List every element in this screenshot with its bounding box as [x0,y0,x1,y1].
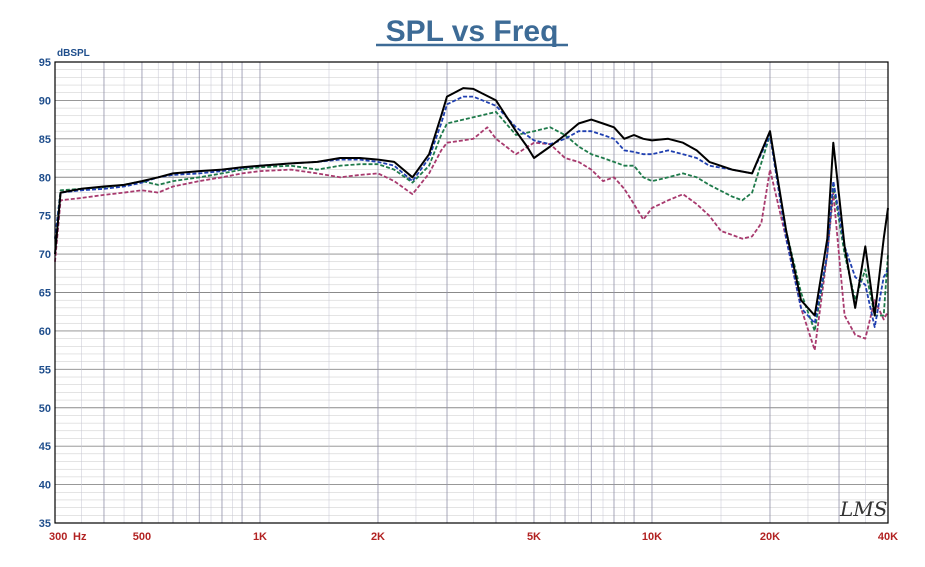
y-tick-label: 50 [39,403,51,415]
plot-frame [54,61,889,524]
y-tick-label: 45 [39,441,51,453]
y-tick-label: 35 [39,518,51,530]
grid [54,61,889,524]
x-tick-label: 2K [371,531,385,543]
series-group [54,87,889,351]
x-tick-label: 10K [642,531,662,543]
x-tick-label: 300 [49,531,67,543]
y-tick-label: 90 [39,95,51,107]
y-tick-label: 85 [39,134,51,146]
y-tick-label: 40 [39,480,51,492]
y-tick-label: 95 [39,57,51,69]
x-tick-label: 1K [253,531,267,543]
chart-title: SPL vs Freq [386,15,559,48]
y-axis-label: dBSPL [57,48,90,59]
y-tick-labels: 35 40 45 50 55 60 65 70 75 80 85 90 95 [39,57,51,530]
x-tick-label: 500 [133,531,151,543]
y-tick-label: 70 [39,249,51,261]
x-tick-labels: 300 500 1K 2K 5K 10K 20K 40K Hz [49,531,898,543]
y-tick-label: 75 [39,211,51,223]
y-tick-label: 80 [39,172,51,184]
series-line-1 [54,87,889,317]
x-tick-label: 40K [878,531,898,543]
y-tick-label: 60 [39,326,51,338]
series-line-3 [54,111,889,332]
series-line-2 [54,95,889,328]
x-unit-label: Hz [73,531,87,543]
x-tick-label: 20K [760,531,780,543]
y-tick-label: 55 [39,364,51,376]
x-tick-label: 5K [527,531,541,543]
y-tick-label: 65 [39,288,51,300]
watermark-logo: LMS [839,497,887,521]
